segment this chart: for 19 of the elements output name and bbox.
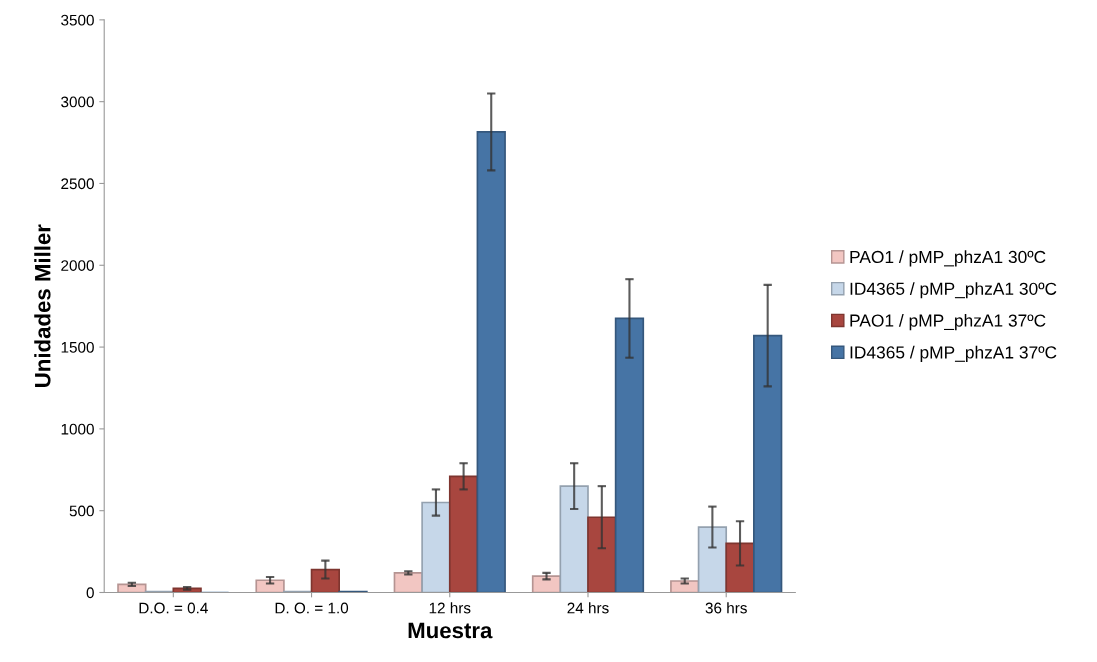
y-axis-title: Unidades Miller <box>34 224 51 387</box>
x-tick-label: D.O. = 0.4 <box>139 602 208 614</box>
legend-label: PAO1 / pMP_phzA1 30ºC <box>850 250 1046 267</box>
y-tick-label: 1000 <box>61 423 94 435</box>
y-tick-label: 1500 <box>61 341 94 353</box>
y-tick-label: 500 <box>69 505 94 517</box>
y-tick-label: 0 <box>86 587 94 599</box>
y-tick-label: 2500 <box>61 178 94 190</box>
x-tick-label: D. O. = 1.0 <box>275 602 349 614</box>
x-axis-title: Muestra <box>408 622 493 639</box>
y-tick-label: 3000 <box>61 96 94 108</box>
x-tick-label: 24 hrs <box>567 602 609 614</box>
y-tick-label: 2000 <box>61 260 94 271</box>
legend-label: PAO1 / pMP_phzA1 37ºC <box>850 313 1046 331</box>
legend-label: ID4365 / pMP_phzA1 37ºC <box>850 345 1057 362</box>
x-tick-label: 36 hrs <box>705 602 747 614</box>
y-tick-label: 3500 <box>61 14 94 26</box>
x-tick-label: 12 hrs <box>429 602 471 614</box>
legend-label: ID4365 / pMP_phzA1 30ºC <box>850 282 1057 299</box>
